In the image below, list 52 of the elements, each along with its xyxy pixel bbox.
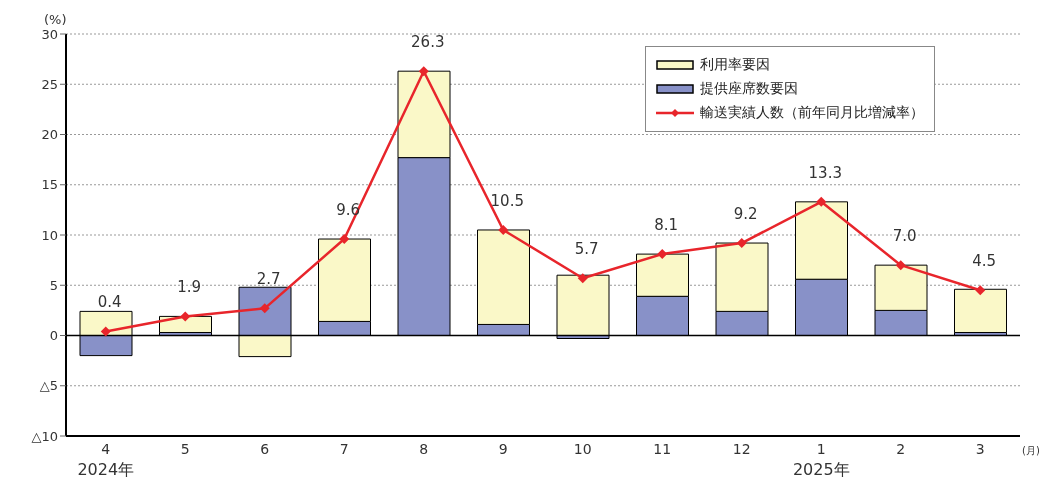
- data-label: 7.0: [892, 227, 917, 246]
- data-label: 8.1: [654, 216, 679, 235]
- x-tick-label: 2: [896, 440, 906, 457]
- x-axis-title: (月): [1022, 444, 1040, 458]
- text: 2025年: [791, 460, 851, 481]
- data-label: 26.3: [411, 33, 445, 52]
- x-tick-label: 9: [498, 440, 508, 457]
- data-label: 9.2: [733, 205, 758, 224]
- x-tick-label: 4: [101, 440, 111, 457]
- point: [577, 273, 588, 284]
- data-label: 2.7: [256, 270, 281, 289]
- data-label: 1.9: [177, 278, 202, 297]
- legend-label: 利用率要因: [700, 56, 770, 74]
- point: [895, 260, 906, 271]
- point: [418, 66, 429, 77]
- x-tick-label: 7: [339, 440, 349, 457]
- y-tick-label: 30: [41, 26, 58, 42]
- x-tick-label: 12: [732, 440, 751, 457]
- point: [657, 249, 668, 260]
- y-tick-label: 0: [49, 328, 58, 344]
- data-label: 4.5: [972, 252, 997, 271]
- legend-label: 提供座席数要因: [700, 80, 798, 98]
- point: [100, 326, 111, 337]
- y-tick-label: 10: [41, 227, 58, 243]
- data-label: 0.4: [97, 293, 122, 312]
- data-label: 5.7: [574, 240, 599, 259]
- x-tick-label: 1: [816, 440, 826, 457]
- point: [180, 311, 191, 322]
- x-tick-label: 11: [653, 440, 672, 457]
- y-tick-label: △10: [31, 428, 58, 444]
- point: [259, 303, 270, 314]
- point: [339, 234, 350, 245]
- x-tick-label: 5: [180, 440, 190, 457]
- data-label: 13.3: [808, 163, 842, 182]
- point: [975, 285, 986, 296]
- y-tick-label: △5: [39, 378, 58, 394]
- y-tick-label: 20: [41, 127, 58, 143]
- y-tick-label: 25: [41, 76, 58, 92]
- text: 2024年: [76, 460, 136, 481]
- x-tick-label: 8: [419, 440, 429, 457]
- x-tick-label: 6: [260, 440, 270, 457]
- x-tick-label: 10: [573, 440, 592, 457]
- legend-label: 輸送実績人数（前年同月比増減率）: [700, 104, 924, 122]
- y-tick-label: 5: [49, 277, 58, 293]
- x-tick-label: 3: [975, 440, 985, 457]
- y-axis-title: (%): [44, 12, 67, 27]
- point: [816, 196, 827, 207]
- point: [736, 238, 747, 249]
- bar: [954, 288, 1007, 333]
- point: [498, 224, 509, 235]
- data-label: 10.5: [490, 191, 524, 210]
- y-tick-label: 15: [41, 177, 58, 193]
